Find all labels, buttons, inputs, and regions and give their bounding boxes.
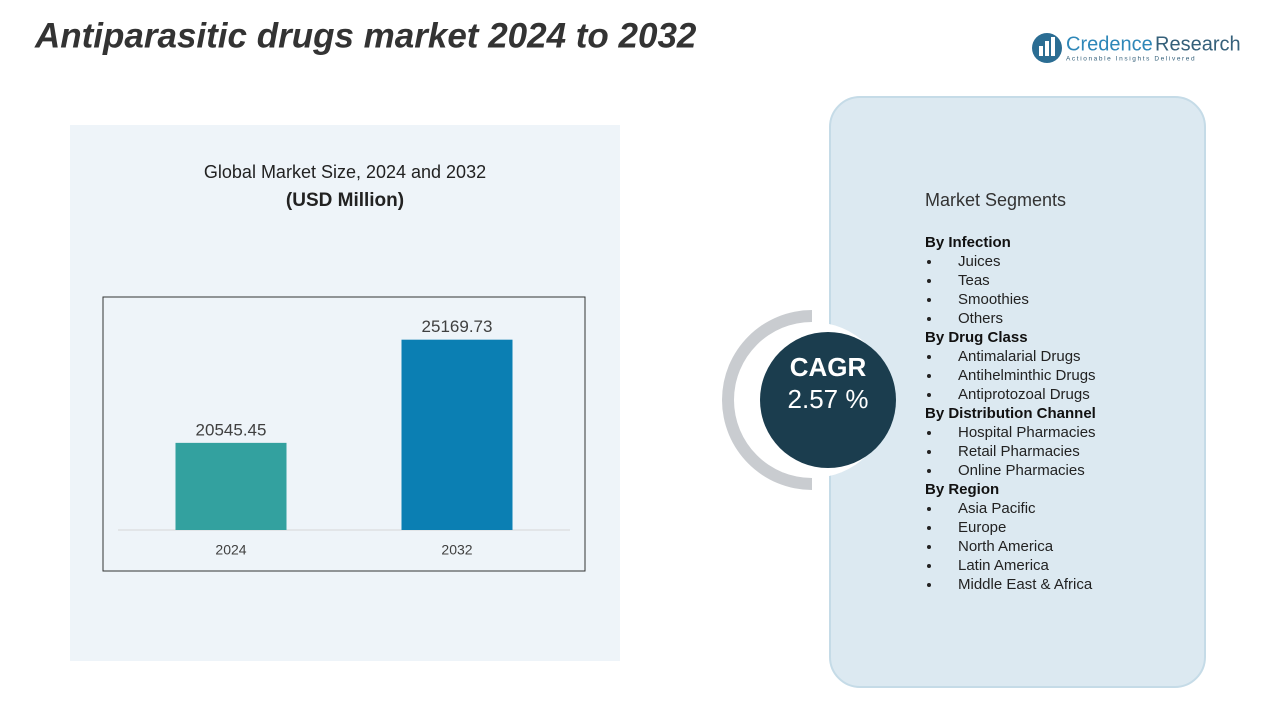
bullet bbox=[927, 545, 931, 549]
chart-subtitle: (USD Million) bbox=[286, 190, 404, 211]
cagr-circle bbox=[760, 332, 896, 468]
brand-first: Credence bbox=[1066, 33, 1153, 55]
segment-item: Middle East & Africa bbox=[958, 576, 1093, 593]
segment-heading: By Region bbox=[925, 481, 999, 498]
cagr-label: CAGR bbox=[790, 352, 867, 382]
bullet bbox=[927, 526, 931, 530]
segment-item: Smoothies bbox=[958, 291, 1029, 308]
logo-icon-bar bbox=[1039, 46, 1043, 56]
value-label: 20545.45 bbox=[196, 420, 267, 439]
segment-heading: By Distribution Channel bbox=[925, 405, 1096, 422]
bullet bbox=[927, 260, 931, 264]
brand-second: Research bbox=[1155, 33, 1241, 55]
page-title: Antiparasitic drugs market 2024 to 2032 bbox=[34, 16, 697, 55]
plot: 20545.45 2024 25169.73 2032 bbox=[118, 317, 570, 558]
chart-panel bbox=[70, 125, 620, 661]
segment-item: Teas bbox=[958, 272, 990, 289]
bullet bbox=[927, 469, 931, 473]
bar bbox=[175, 442, 287, 530]
bullet bbox=[927, 583, 931, 587]
bullet bbox=[927, 355, 931, 359]
bullet bbox=[927, 564, 931, 568]
segment-heading: By Infection bbox=[925, 234, 1011, 251]
x-tick-label: 2024 bbox=[215, 542, 246, 558]
segment-item: Juices bbox=[958, 253, 1001, 270]
segment-list: By Infection Juices Teas Smoothies Others By … bbox=[925, 234, 1096, 593]
segment-item: Antihelminthic Drugs bbox=[958, 367, 1096, 384]
logo: Credence Research Actionable Insights De… bbox=[1032, 33, 1241, 63]
bullet bbox=[927, 317, 931, 321]
segment-item: Hospital Pharmacies bbox=[958, 424, 1096, 441]
bar bbox=[401, 339, 513, 530]
chart-title: Global Market Size, 2024 and 2032 bbox=[204, 162, 486, 182]
segment-item: Latin America bbox=[958, 557, 1050, 574]
logo-icon-bar bbox=[1051, 37, 1055, 56]
segment-item: Online Pharmacies bbox=[958, 462, 1085, 479]
segment-item: Asia Pacific bbox=[958, 500, 1036, 517]
chart-frame bbox=[102, 296, 586, 572]
bullet bbox=[927, 450, 931, 454]
segment-item: North America bbox=[958, 538, 1054, 555]
bullet bbox=[927, 298, 931, 302]
cagr-value: 2.57 % bbox=[788, 384, 869, 414]
bullet bbox=[927, 374, 931, 378]
segment-item: Europe bbox=[958, 519, 1006, 536]
segment-item: Antimalarial Drugs bbox=[958, 348, 1081, 365]
bullet bbox=[927, 507, 931, 511]
segment-item: Others bbox=[958, 310, 1003, 327]
segment-item: Retail Pharmacies bbox=[958, 443, 1080, 460]
logo-icon-bar bbox=[1045, 41, 1049, 56]
segment-item: Antiprotozoal Drugs bbox=[958, 386, 1090, 403]
bullet bbox=[927, 279, 931, 283]
bullet bbox=[927, 393, 931, 397]
tagline: Actionable Insights Delivered bbox=[1066, 56, 1196, 63]
bullet bbox=[927, 431, 931, 435]
segments-title: Market Segments bbox=[925, 190, 1066, 210]
value-label: 25169.73 bbox=[422, 317, 493, 336]
x-tick-label: 2032 bbox=[441, 542, 472, 558]
segment-heading: By Drug Class bbox=[925, 329, 1028, 346]
